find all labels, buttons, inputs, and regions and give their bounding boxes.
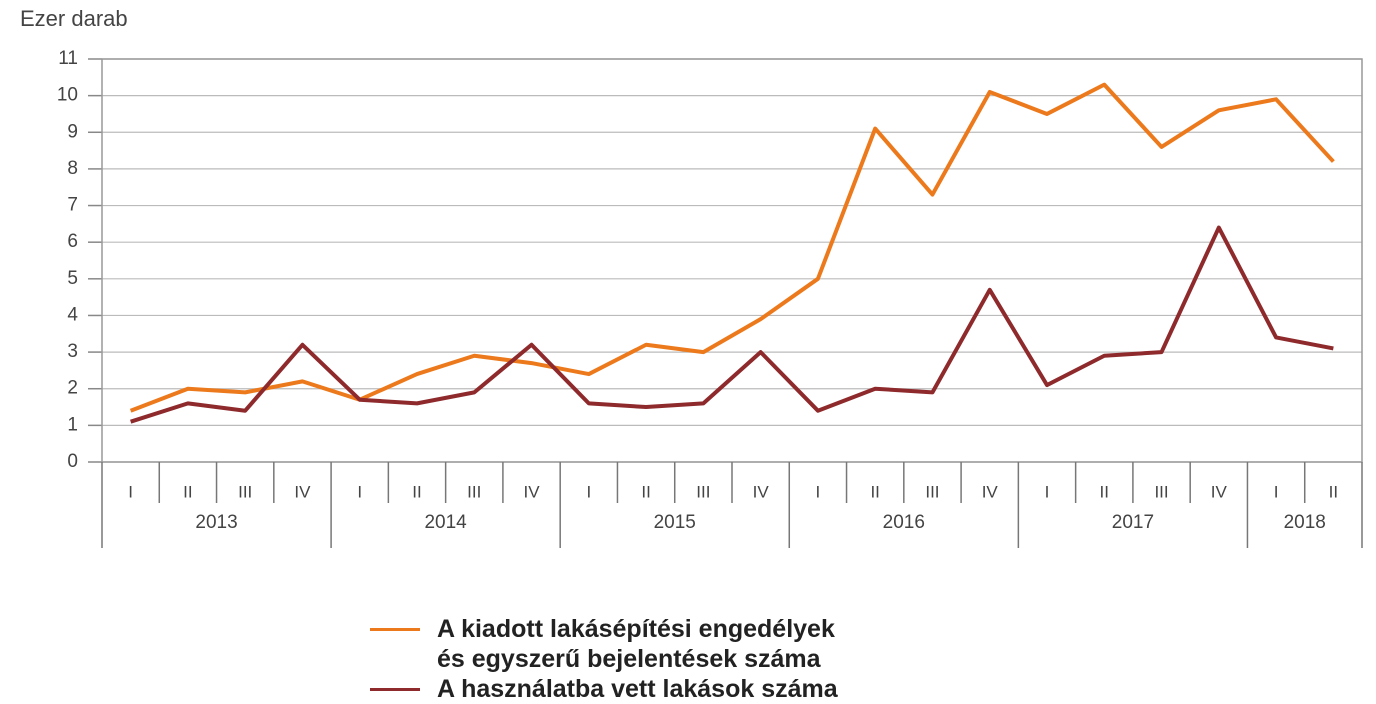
legend: A kiadott lakásépítési engedélyek és egy… xyxy=(370,614,838,704)
x-tick-label: I xyxy=(816,482,821,501)
legend-swatch xyxy=(370,688,420,691)
x-tick-label: IV xyxy=(294,482,311,501)
x-group-label: 2017 xyxy=(1112,512,1154,533)
x-tick-label: IV xyxy=(1211,482,1228,501)
legend-label: A használatba vett lakások száma xyxy=(437,675,838,703)
x-tick-label: III xyxy=(238,482,252,501)
x-tick-label: II xyxy=(1100,482,1109,501)
x-tick-label: I xyxy=(1045,482,1050,501)
legend-item: A használatba vett lakások száma xyxy=(370,674,838,704)
x-tick-label: II xyxy=(183,482,192,501)
x-tick-label: II xyxy=(870,482,879,501)
x-tick-label: I xyxy=(357,482,362,501)
x-group-label: 2016 xyxy=(883,512,925,533)
x-tick-label: IV xyxy=(753,482,770,501)
y-tick-label: 1 xyxy=(67,414,78,435)
x-tick-label: I xyxy=(1274,482,1279,501)
y-tick-label: 5 xyxy=(67,268,78,289)
x-tick-label: I xyxy=(128,482,133,501)
y-tick-label: 3 xyxy=(67,341,78,362)
x-tick-label: III xyxy=(467,482,481,501)
y-tick-label: 0 xyxy=(67,451,78,472)
y-tick-label: 7 xyxy=(67,195,78,216)
x-group-label: 2013 xyxy=(195,512,237,533)
x-tick-label: II xyxy=(1329,482,1338,501)
y-tick-label: 6 xyxy=(67,231,78,252)
x-tick-label: IV xyxy=(524,482,541,501)
x-tick-label: III xyxy=(1154,482,1168,501)
y-tick-label: 8 xyxy=(67,158,78,179)
y-tick-label: 11 xyxy=(58,48,78,69)
x-tick-label: I xyxy=(586,482,591,501)
x-tick-label: II xyxy=(412,482,421,501)
legend-label: A kiadott lakásépítési engedélyek és egy… xyxy=(437,615,835,673)
x-group-label: 2018 xyxy=(1284,512,1326,533)
y-tick-label: 10 xyxy=(57,85,78,106)
y-tick-label: 2 xyxy=(67,378,78,399)
legend-item: A kiadott lakásépítési engedélyek és egy… xyxy=(370,614,838,674)
y-axis-label: Ezer darab xyxy=(20,6,128,31)
series-line xyxy=(130,225,1334,424)
x-tick-label: III xyxy=(696,482,710,501)
x-tick-label: IV xyxy=(982,482,999,501)
x-tick-label: II xyxy=(641,482,650,501)
plot-frame xyxy=(101,58,1363,463)
x-group-label: 2014 xyxy=(424,512,467,533)
y-tick-label: 4 xyxy=(67,304,78,325)
y-tick-label: 9 xyxy=(67,121,78,142)
legend-swatch xyxy=(370,628,420,631)
series-line xyxy=(129,82,1335,413)
x-tick-label: III xyxy=(925,482,939,501)
x-group-label: 2015 xyxy=(654,512,696,533)
